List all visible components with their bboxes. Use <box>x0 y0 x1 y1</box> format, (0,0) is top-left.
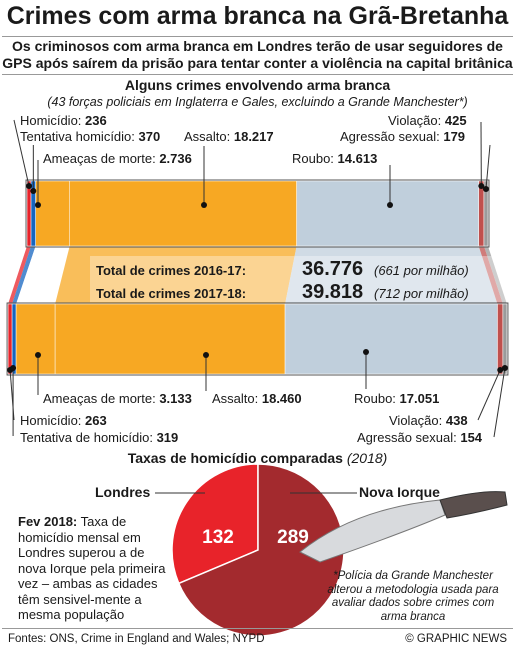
leader-2017-robbery-dot <box>363 349 369 355</box>
leader-2016-attempted-dot <box>30 188 37 194</box>
leader-2017-sexual-dot <box>501 365 508 371</box>
bar-2017-segment-threats <box>15 303 56 375</box>
pie-year: (2018) <box>346 450 388 466</box>
bar-2016-outline <box>25 179 490 248</box>
page-title: Crimes com arma branca na Grã-Bretanha <box>6 2 509 30</box>
connector-sexual <box>483 246 507 304</box>
bar-2016-segment-threats <box>35 180 70 247</box>
subtitle-line-2: GPS após saírem da prisão para tentar co… <box>2 55 513 71</box>
total-2016-label: Total de crimes 2016-17: <box>96 263 247 278</box>
bar-2017-segment-homicide <box>7 303 13 375</box>
leader-2016-sexual-dot <box>482 186 489 192</box>
footnote: *Polícia da Grande Manchester alterou a … <box>327 570 499 623</box>
label-2017-sexual: Agressão sexual: 154 <box>357 430 483 445</box>
subtitle-line-1: Os criminosos com arma branca em Londres… <box>12 38 503 54</box>
leader-2017-rape <box>477 369 501 421</box>
label-2017-attempted: Tentativa de homicídio: 319 <box>20 430 179 445</box>
section-title: Alguns crimes envolvendo arma branca <box>124 77 391 93</box>
connector-rape <box>478 246 503 304</box>
footer-copyright: © GRAPHIC NEWS <box>405 633 507 645</box>
bar-2016-segment-sexual <box>483 180 489 247</box>
bar-2016-segment-rape <box>478 180 485 247</box>
bar-2017-segment-rape <box>497 303 504 375</box>
totals-backdrop <box>90 256 510 302</box>
leader-2016-homicide-dot <box>26 183 33 189</box>
note-text: Fev 2018: Taxa de homicídio mensal em Lo… <box>18 514 166 622</box>
footer-divider <box>2 628 513 629</box>
bar-2017-outline <box>6 302 509 376</box>
connector-threats <box>16 246 70 304</box>
title-divider <box>2 36 513 37</box>
label-2016-homicide: Homicídio: 236 <box>20 113 107 128</box>
total-2017-value: 39.818 <box>302 281 364 303</box>
pie-value-london: 132 <box>202 527 234 548</box>
leader-2016-sexual <box>485 144 491 190</box>
leader-2016-homicide <box>13 119 30 187</box>
pie-heading: Taxas de homicídio comparadas (2018) <box>0 450 515 466</box>
pie-title: Taxas de homicídio comparadas <box>127 450 343 466</box>
connector-assault <box>55 246 297 304</box>
connector-robbery <box>285 246 498 304</box>
bar-2017-segment-assault <box>54 303 286 375</box>
pie-label-london: Londres <box>95 484 151 500</box>
pie-label-new-york: Nova Iorque <box>359 484 440 500</box>
leader-2017-rape-dot <box>497 367 504 373</box>
total-2016-per-million: (661 por milhão) <box>374 263 469 278</box>
leader-2017-assault-dot <box>203 352 209 358</box>
total-2016-value: 36.776 <box>302 258 364 280</box>
footer-sources: Fontes: ONS, Crime in England and Wales;… <box>8 633 265 645</box>
leader-2017-attempted-dot <box>10 365 17 371</box>
bar-2017-segment-robbery <box>284 303 498 375</box>
leader-2016-rape-dot <box>478 183 485 189</box>
leader-2016-assault-dot <box>201 202 207 208</box>
connector-attempted <box>12 246 36 304</box>
label-2016-sexual: Agressão sexual: 179 <box>340 129 466 144</box>
subtitle-divider <box>2 74 513 75</box>
label-2017-robbery: Roubo: 17.051 <box>354 391 440 406</box>
label-2016-robbery: Roubo: 14.613 <box>292 151 378 166</box>
pie-value-new-york: 289 <box>277 527 309 548</box>
section-subtitle: (43 forças policiais em Inglaterra e Gal… <box>47 95 468 109</box>
leader-2017-threats-dot <box>35 352 41 358</box>
label-2016-rape: Violação: 425 <box>388 113 467 128</box>
leader-2016-robbery-dot <box>387 202 393 208</box>
label-2017-homicide: Homicídio: 263 <box>20 413 107 428</box>
leader-2016-threats-dot <box>35 202 41 208</box>
knife-handle <box>439 491 508 519</box>
bar-2017-segment-attempted <box>11 303 17 375</box>
leader-2017-sexual <box>493 367 506 438</box>
label-2017-rape: Violação: 438 <box>389 413 468 428</box>
bar-2017-segment-sexual <box>502 303 508 375</box>
pie-slice-london <box>171 463 259 585</box>
label-2016-assault: Assalto: 18.217 <box>184 129 274 144</box>
label-2016-threats: Ameaças de morte: 2.736 <box>43 151 192 166</box>
bar-2016-segment-assault <box>69 180 297 247</box>
label-2016-attempted: Tentativa homicídio: 370 <box>20 129 161 144</box>
pie-slice-new-york <box>177 463 345 637</box>
bar-2016-segment-robbery <box>296 180 479 247</box>
total-2017-label: Total de crimes 2017-18: <box>96 286 247 301</box>
total-2017-per-million: (712 por milhão) <box>374 286 469 301</box>
label-2017-assault: Assalto: 18.460 <box>212 391 302 406</box>
label-2017-threats: Ameaças de morte: 3.133 <box>43 391 192 406</box>
connector-homicide <box>8 246 32 304</box>
